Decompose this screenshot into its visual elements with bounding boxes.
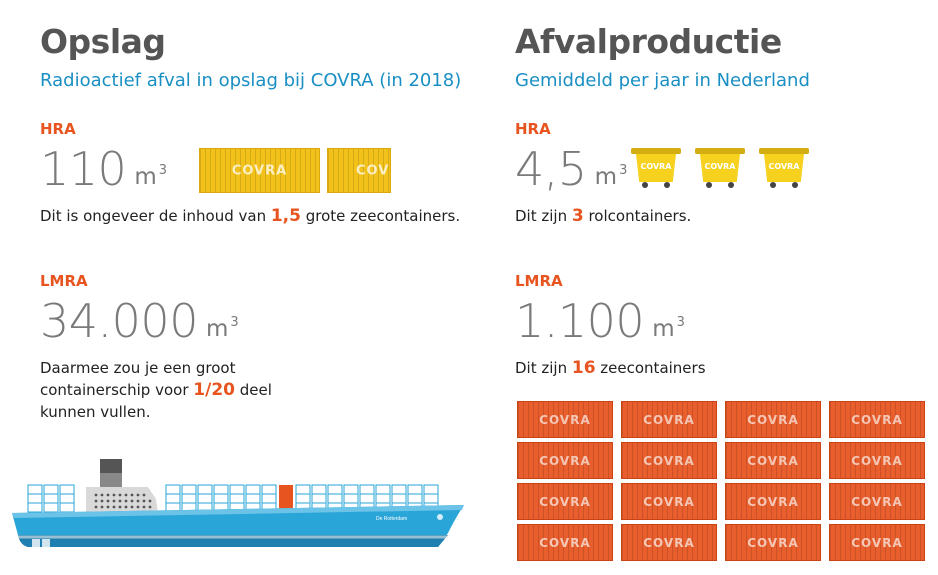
afvalproductie-subtitle: Gemiddeld per jaar in Nederland xyxy=(515,70,810,91)
opslag-lmra-value: 34.000 xyxy=(40,294,198,348)
afval-lmra-value: 1.100 xyxy=(515,294,645,348)
rolcontainer-icon: COVRA xyxy=(695,148,745,188)
sea-container-icon: COVRA xyxy=(725,401,821,438)
afval-hra-label: HRA xyxy=(515,120,551,138)
sea-container-icon: COVRA xyxy=(517,524,613,561)
afval-hra-value: 4,5 xyxy=(515,142,587,196)
sea-container-icon: COVRA xyxy=(725,442,821,479)
opslag-subtitle: Radioactief afval in opslag bij COVRA (i… xyxy=(40,70,462,91)
opslag-hra-label: HRA xyxy=(40,120,76,138)
opslag-lmra-text: Daarmee zou je een groot containerschip … xyxy=(40,359,272,421)
opslag-title: Opslag xyxy=(40,22,166,61)
sea-container-full: COVRA xyxy=(199,148,320,193)
sea-container-icon: COVRA xyxy=(725,524,821,561)
opslag-hra-value: 110 xyxy=(40,142,127,196)
sea-container-icon: COVRA xyxy=(517,442,613,479)
sea-container-icon: COVRA xyxy=(517,401,613,438)
container-ship-icon: De Rotterdam xyxy=(12,459,464,549)
rolcontainer-icon: COVRA xyxy=(759,148,809,188)
afval-hra-text: Dit zijn 3 rolcontainers. xyxy=(515,206,692,226)
afvalproductie-title: Afvalproductie xyxy=(515,22,782,61)
opslag-hra-text: Dit is ongeveer de inhoud van 1,5 grote … xyxy=(40,206,461,226)
afval-lmra-text: Dit zijn 16 zeecontainers xyxy=(515,358,706,378)
sea-container-icon: COVRA xyxy=(621,524,717,561)
sea-container-icon: COVRA xyxy=(621,442,717,479)
afval-lmra-label: LMRA xyxy=(515,272,563,290)
sea-container-half: COVRA xyxy=(327,148,391,193)
sea-container-icon: COVRA xyxy=(829,442,925,479)
sea-container-icon: COVRA xyxy=(725,483,821,520)
sea-container-icon: COVRA xyxy=(829,483,925,520)
ship-name: De Rotterdam xyxy=(376,516,407,522)
sea-container-icon: COVRA xyxy=(517,483,613,520)
rolcontainer-icon: COVRA xyxy=(631,148,681,188)
sea-container-icon: COVRA xyxy=(621,401,717,438)
sea-container-icon: COVRA xyxy=(829,401,925,438)
sea-container-icon: COVRA xyxy=(829,524,925,561)
sea-container-icon: COVRA xyxy=(621,483,717,520)
opslag-lmra-label: LMRA xyxy=(40,272,88,290)
